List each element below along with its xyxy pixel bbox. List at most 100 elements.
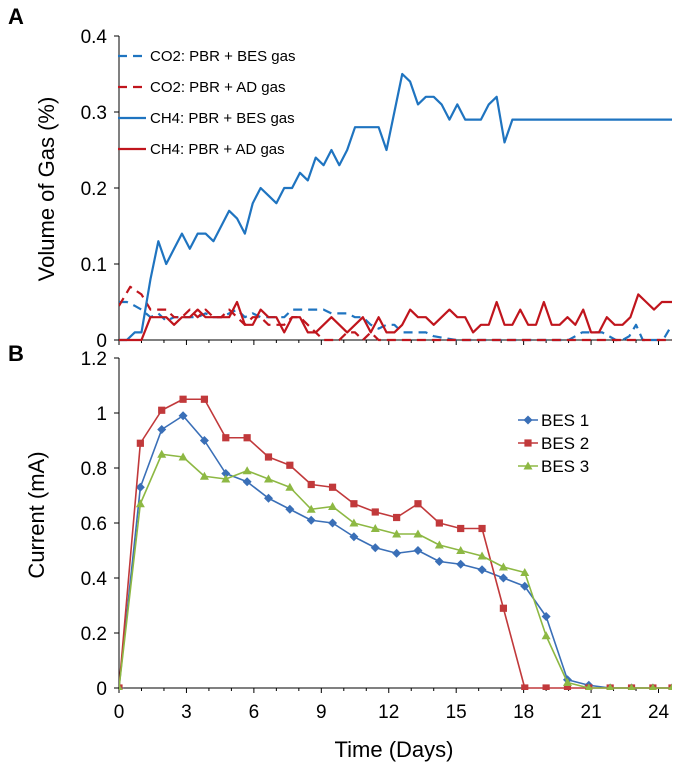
y-tick-label: 1 [96, 404, 107, 425]
data-point-bes-1 [263, 493, 273, 503]
panel-a-letter: A [8, 4, 24, 29]
data-point-bes-1 [520, 581, 530, 591]
data-point-bes-1 [413, 546, 423, 555]
panel-b-y-axis-title: Current (mA) [24, 451, 49, 578]
legend-item-ch4-pbr-bes-gas: CH4: PBR + BES gas [118, 110, 295, 127]
series-line-co2-pbr-bes-gas [119, 300, 672, 342]
x-tick-label: 12 [378, 702, 399, 723]
legend-item-bes-2: BES 2 [518, 434, 589, 453]
data-point-bes-1 [199, 436, 209, 445]
x-tick-label: 21 [581, 702, 602, 723]
x-tick-label: 15 [446, 702, 467, 723]
data-point-bes-3 [263, 474, 273, 483]
legend-label: BES 2 [541, 434, 589, 453]
x-tick-label: 6 [249, 702, 260, 723]
data-point-bes-2 [158, 406, 166, 414]
data-point-bes-3 [585, 683, 593, 690]
legend-item-co2-pbr-bes-gas: CO2: PBR + BES gas [118, 48, 295, 65]
x-tick-label: 3 [181, 702, 192, 723]
series-line-ch4-pbr-ad-gas [119, 293, 672, 342]
legend-label: CO2: PBR + AD gas [150, 79, 285, 96]
data-point-bes-1 [456, 559, 466, 569]
data-point-bes-2 [222, 434, 230, 442]
data-point-bes-2 [435, 519, 443, 527]
legend-label: BES 1 [541, 411, 589, 430]
data-point-bes-3 [157, 449, 167, 458]
data-point-bes-2 [414, 500, 422, 508]
data-point-bes-1 [541, 612, 551, 621]
data-point-bes-1 [434, 557, 444, 566]
legend-label: CH4: PBR + BES gas [150, 110, 295, 127]
data-point-bes-3 [370, 524, 380, 532]
data-point-bes-1 [157, 425, 167, 434]
plot-area [119, 395, 672, 690]
legend-label: CH4: PBR + AD gas [150, 141, 285, 158]
data-point-bes-2 [350, 500, 358, 508]
data-point-bes-2 [136, 439, 144, 447]
y-tick-label: 0.1 [81, 255, 107, 276]
data-point-bes-1 [178, 411, 188, 421]
data-point-bes-1 [370, 543, 380, 553]
legend-item-bes-3: BES 3 [518, 457, 589, 476]
data-point-bes-3 [434, 540, 444, 549]
y-tick-label: 0.8 [81, 459, 107, 480]
data-point-bes-1 [242, 477, 252, 487]
data-point-bes-3 [413, 529, 423, 538]
data-point-bes-2 [307, 480, 315, 489]
y-tick-label: 0.4 [81, 569, 108, 590]
data-point-bes-2 [264, 453, 273, 461]
y-tick-label: 0 [96, 331, 107, 352]
data-point-bes-3 [199, 471, 209, 480]
y-tick-label: 0 [96, 679, 107, 700]
panel-b-letter: B [8, 341, 24, 366]
legend-swatch-marker [523, 415, 533, 425]
data-point-bes-3 [668, 683, 672, 690]
y-tick-label: 0.2 [81, 624, 107, 645]
y-tick-label: 0.4 [81, 27, 108, 48]
data-point-bes-2 [478, 524, 486, 533]
data-point-bes-2 [286, 461, 294, 469]
data-point-bes-3 [520, 568, 530, 576]
legend-item-ch4-pbr-ad-gas: CH4: PBR + AD gas [118, 141, 285, 158]
data-point-bes-1 [285, 504, 295, 514]
data-point-bes-3 [306, 504, 316, 513]
y-tick-label: 0.2 [81, 179, 107, 200]
data-point-bes-1 [135, 482, 145, 492]
data-point-bes-2 [200, 395, 209, 403]
data-point-bes-1 [349, 532, 359, 542]
data-point-bes-1 [221, 469, 231, 478]
data-point-bes-2 [371, 508, 379, 516]
legend-label: BES 3 [541, 457, 589, 476]
legend-swatch-marker [523, 461, 533, 470]
legend-item-co2-pbr-ad-gas: CO2: PBR + AD gas [118, 79, 285, 96]
series-line-bes-3 [119, 453, 672, 689]
data-point-bes-2 [563, 684, 572, 690]
x-axis-title: Time (Days) [335, 737, 454, 762]
data-point-bes-1 [477, 565, 487, 575]
x-tick-label: 0 [114, 702, 125, 723]
data-point-bes-3 [456, 546, 466, 554]
series-line-ch4-pbr-bes-gas [119, 72, 672, 342]
data-point-bes-1 [306, 515, 316, 525]
panel-a-y-axis-title: Volume of Gas (%) [34, 97, 59, 282]
panel-a-plot: 0 0.1 0.2 0.3 0.4 CO2: PBR + BES gas CO2: PBR … [81, 27, 672, 352]
data-point-bes-3 [178, 452, 188, 461]
data-point-bes-3 [221, 474, 231, 483]
plot-area [119, 72, 672, 342]
data-point-bes-3 [541, 631, 551, 640]
data-point-bes-1 [392, 548, 402, 558]
x-tick-label: 18 [513, 702, 534, 723]
legend-swatch-marker [524, 439, 532, 447]
y-tick-label: 0.6 [81, 514, 107, 535]
data-point-bes-3 [562, 678, 572, 686]
data-point-bes-3 [498, 562, 508, 571]
data-point-bes-2 [457, 524, 465, 533]
data-point-bes-2 [328, 483, 337, 491]
data-point-bes-3 [135, 499, 145, 508]
data-point-bes-1 [498, 573, 508, 583]
y-tick-label: 0.3 [81, 103, 107, 124]
data-point-bes-3 [242, 466, 252, 475]
data-point-bes-3 [119, 683, 123, 690]
legend-label: CO2: PBR + BES gas [150, 48, 295, 65]
